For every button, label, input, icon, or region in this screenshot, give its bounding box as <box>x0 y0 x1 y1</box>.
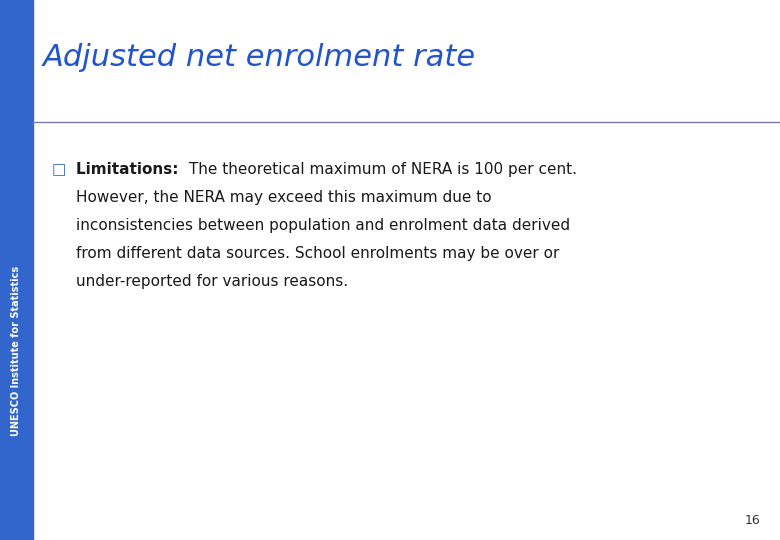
Text: inconsistencies between population and enrolment data derived: inconsistencies between population and e… <box>76 218 570 233</box>
Bar <box>0 0 33 540</box>
Text: 16: 16 <box>745 514 760 526</box>
Text: The theoretical maximum of NERA is 100 per cent.: The theoretical maximum of NERA is 100 p… <box>184 162 577 177</box>
Text: □: □ <box>51 162 66 177</box>
Text: However, the NERA may exceed this maximum due to: However, the NERA may exceed this maximu… <box>76 190 492 205</box>
Text: Limitations:: Limitations: <box>76 162 184 177</box>
Text: from different data sources. School enrolments may be over or: from different data sources. School enro… <box>76 246 560 261</box>
Text: under-reported for various reasons.: under-reported for various reasons. <box>76 274 349 289</box>
Text: UNESCO Institute for Statistics: UNESCO Institute for Statistics <box>12 266 21 436</box>
Text: Adjusted net enrolment rate: Adjusted net enrolment rate <box>43 43 476 72</box>
